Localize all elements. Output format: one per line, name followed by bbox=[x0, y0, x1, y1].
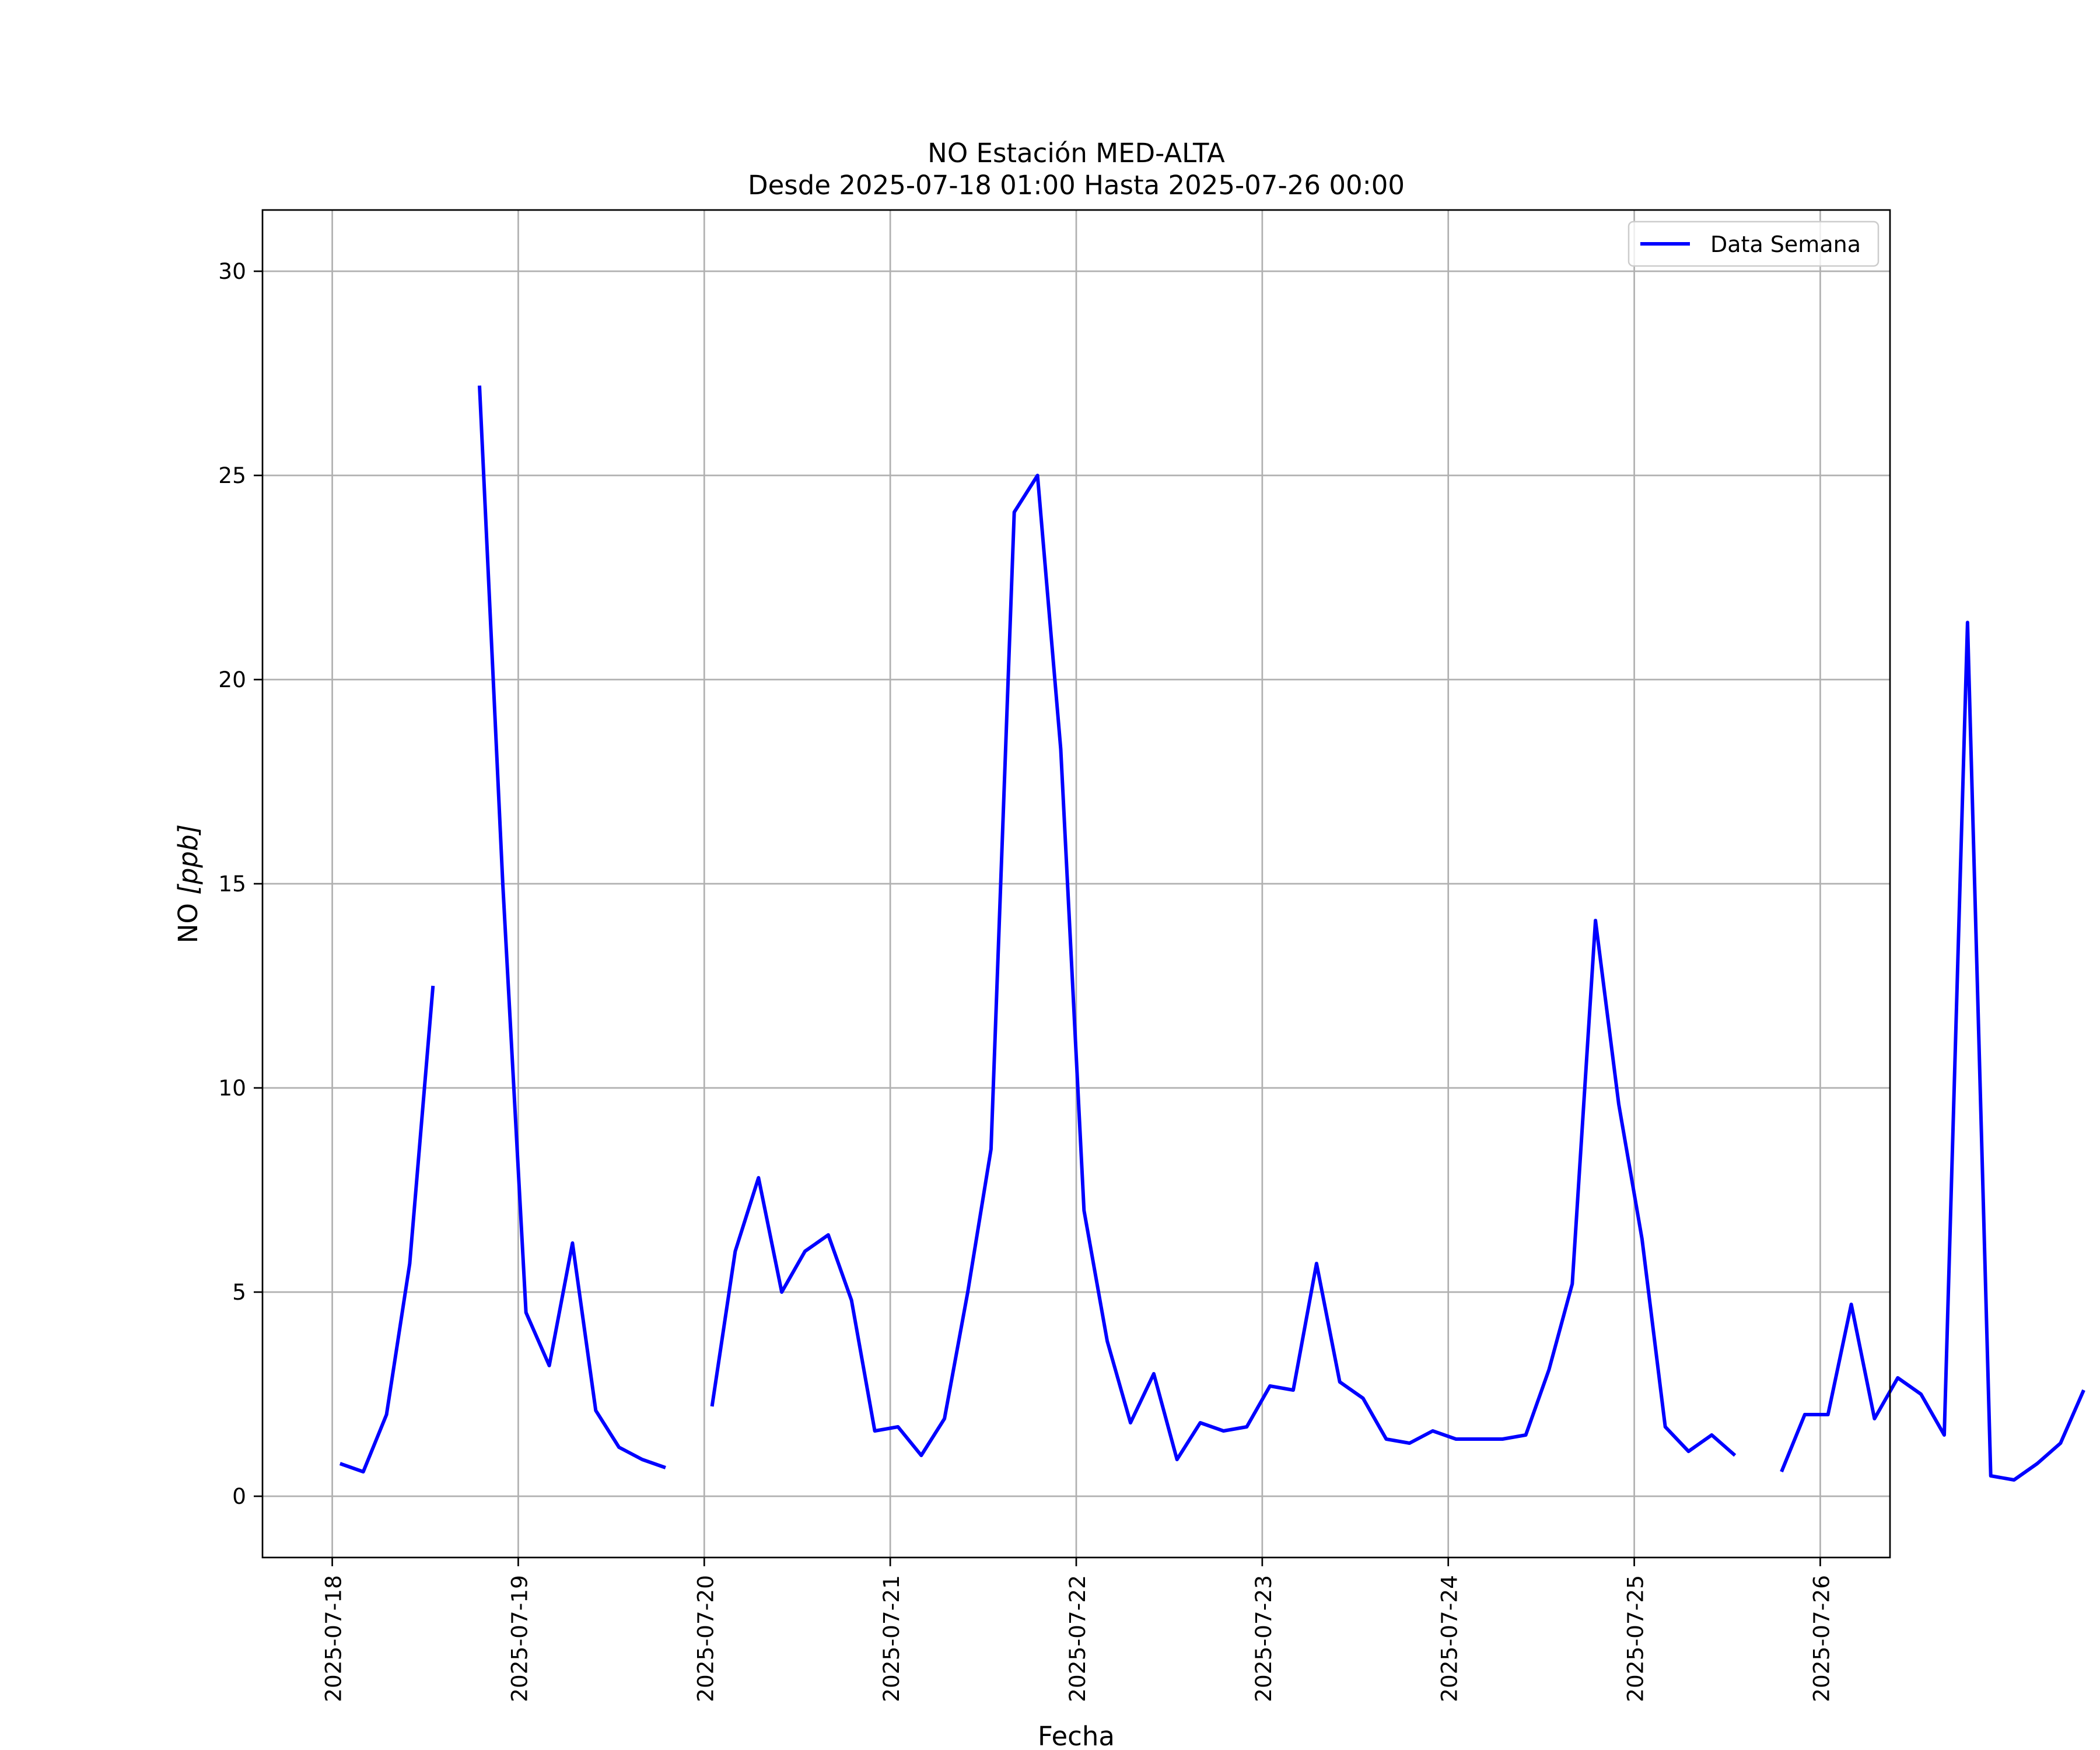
y-tick-label: 20 bbox=[218, 667, 246, 692]
x-tick-label: 2025-07-21 bbox=[878, 1575, 904, 1702]
y-tick-label: 10 bbox=[218, 1075, 246, 1101]
series-line-segment bbox=[339, 985, 435, 1474]
series-line-segment bbox=[478, 385, 666, 1469]
x-tick-label: 2025-07-20 bbox=[692, 1575, 718, 1702]
series-data-semana bbox=[339, 385, 2085, 1482]
chart-title: NO Estación MED-ALTA bbox=[928, 138, 1225, 169]
y-axis-label: NO [ppb] bbox=[173, 824, 204, 943]
series-line-segment bbox=[1780, 621, 2085, 1482]
legend-label: Data Semana bbox=[1710, 232, 1861, 257]
x-tick-label: 2025-07-24 bbox=[1437, 1575, 1462, 1702]
y-tick-label: 5 bbox=[232, 1279, 246, 1305]
grid bbox=[262, 210, 1890, 1558]
x-tick-label: 2025-07-23 bbox=[1251, 1575, 1276, 1702]
y-tick-label: 15 bbox=[218, 871, 246, 897]
y-axis-label-quantity: NO bbox=[173, 895, 204, 943]
legend: Data Semana bbox=[1628, 220, 1880, 267]
legend-box bbox=[1628, 220, 1880, 267]
x-tick-label: 2025-07-18 bbox=[321, 1575, 346, 1702]
chart-subtitle: Desde 2025-07-18 01:00 Hasta 2025-07-26 … bbox=[748, 170, 1405, 201]
x-axis-label: Fecha bbox=[1038, 1721, 1115, 1750]
y-tick-label: 30 bbox=[218, 258, 246, 284]
x-tick-label: 2025-07-25 bbox=[1623, 1575, 1648, 1702]
x-tick-label: 2025-07-26 bbox=[1808, 1575, 1834, 1702]
y-tick-label: 0 bbox=[232, 1483, 246, 1509]
x-tick-label: 2025-07-22 bbox=[1065, 1575, 1090, 1702]
y-axis-ticks: 0 5 10 15 20 25 30 bbox=[218, 258, 262, 1509]
x-axis-ticks: 2025-07-18 2025-07-19 2025-07-20 2025-07-21… bbox=[321, 1558, 1834, 1702]
series-line-segment bbox=[710, 474, 1737, 1461]
x-tick-label: 2025-07-19 bbox=[506, 1575, 532, 1702]
y-tick-label: 25 bbox=[218, 463, 246, 488]
y-axis-label-unit: [ppb] bbox=[173, 824, 204, 895]
